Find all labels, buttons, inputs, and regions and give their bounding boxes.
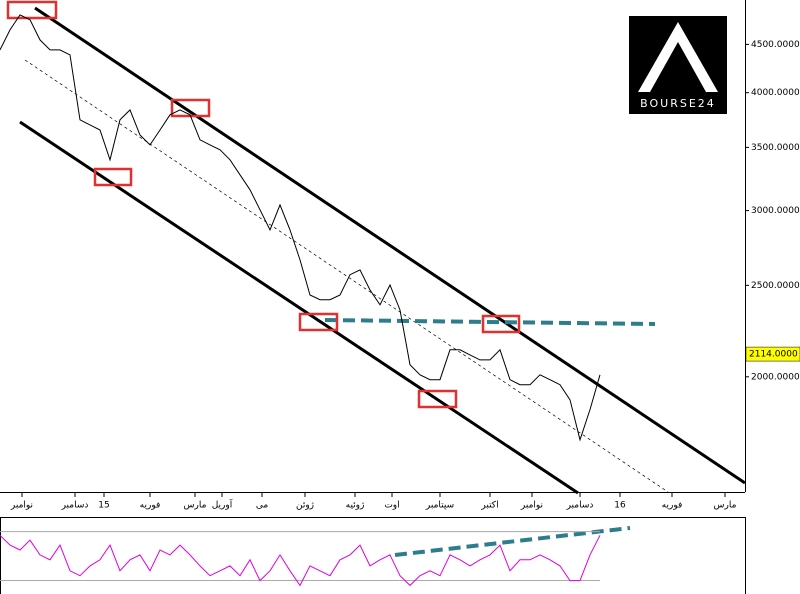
box xyxy=(298,312,339,332)
x-tick-label: ژوئن xyxy=(296,501,314,511)
logo-text: BOURSE24 xyxy=(640,97,716,110)
logo-mark xyxy=(638,22,718,92)
box xyxy=(417,389,458,409)
rsi-trend-line xyxy=(394,526,631,557)
y-tick-label: 4000.0000 xyxy=(751,88,800,98)
x-tick-label: مارس xyxy=(714,501,737,511)
y-tick-label: 3500.0000 xyxy=(751,143,800,153)
x-tick-label: می xyxy=(256,501,269,511)
box xyxy=(481,314,521,334)
logo: BOURSE24 xyxy=(629,16,727,114)
x-tick-label: فوریه xyxy=(140,501,161,511)
x-tick-label: نوامبر xyxy=(10,501,33,511)
box xyxy=(6,0,58,20)
x-tick-label: اکتبر xyxy=(480,501,498,511)
x-tick-label: 15 xyxy=(98,501,109,511)
x-tick-label: سپتامبر xyxy=(425,501,454,511)
series-line xyxy=(0,534,601,587)
price-label: 2114.0000 xyxy=(749,350,798,360)
highlight-boxes xyxy=(6,0,521,409)
x-tick-label: آوریل xyxy=(212,499,233,511)
x-tick-label: فوریه xyxy=(662,501,683,511)
series-line xyxy=(0,14,601,442)
x-tick-label: ژوئیه xyxy=(346,501,365,511)
y-tick-label: 3000.0000 xyxy=(751,206,800,216)
x-tick-label: 16 xyxy=(614,501,626,511)
y-tick-label: 4500.0000 xyxy=(751,40,800,50)
x-tick-label: اوت xyxy=(384,501,399,511)
y-tick-label: 2000.0000 xyxy=(751,372,800,382)
rsi-panel xyxy=(0,517,746,594)
price-marker xyxy=(745,346,800,362)
y-tick-label: 2500.0000 xyxy=(751,281,800,291)
x-tick-label: نوامبر xyxy=(520,501,543,511)
support-line xyxy=(324,318,656,326)
channel-upper xyxy=(34,6,746,485)
box xyxy=(93,167,133,187)
x-tick-label: دسامبر xyxy=(566,501,594,511)
x-tick-label: دسامبر xyxy=(61,501,89,511)
x-tick-label: مارس xyxy=(184,501,207,511)
